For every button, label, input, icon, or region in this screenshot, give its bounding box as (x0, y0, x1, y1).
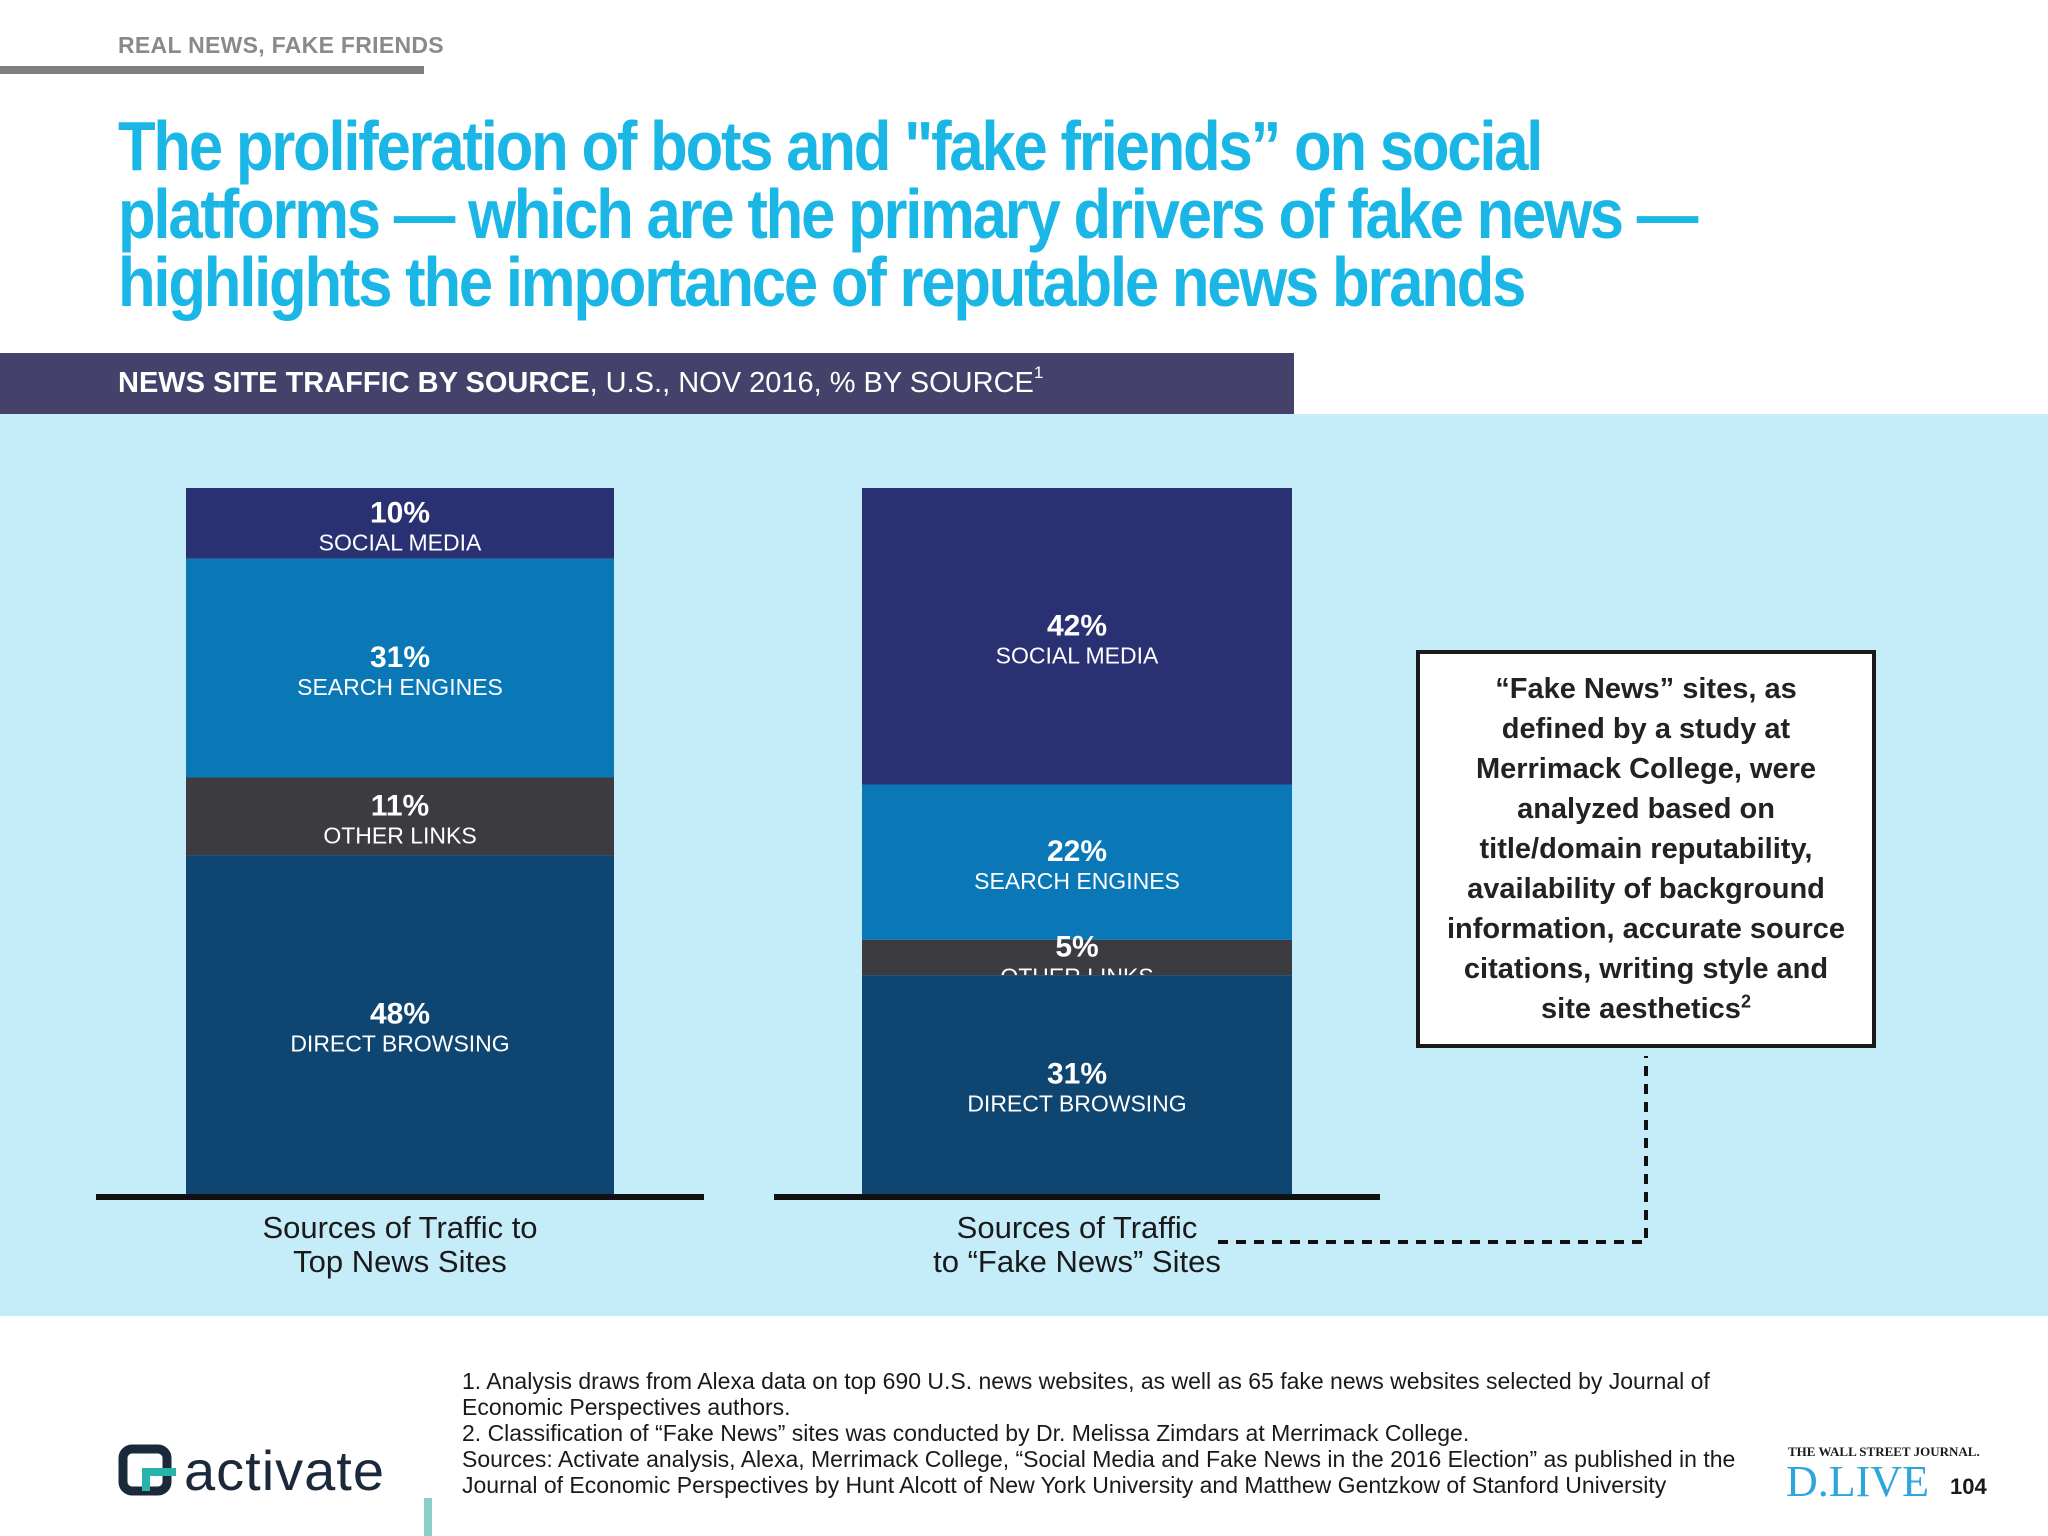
category-label-2-line-2: to “Fake News” Sites (933, 1244, 1221, 1279)
category-label-2-line-1: Sources of Traffic (957, 1210, 1198, 1245)
bar-segment-2-direct-browsing (862, 975, 1292, 1194)
chart-header: NEWS SITE TRAFFIC BY SOURCE, U.S., NOV 2… (0, 353, 1294, 414)
x-axis-baseline-2 (774, 1194, 1380, 1200)
chart-panel: 10% SOCIAL MEDIA 31% SEARCH ENGINES 11% OTHER… (0, 414, 2048, 1316)
data-label-series-1-other-links: OTHER LINKS (323, 822, 476, 848)
x-axis-baseline-1 (96, 1194, 704, 1200)
data-label-series-1-search-engines: SEARCH ENGINES (297, 674, 503, 700)
footnote-1: 1. Analysis draws from Alexa data on top… (462, 1368, 1710, 1420)
logo-divider (424, 1498, 432, 1536)
definition-text: “Fake News” sites, as defined by a study… (1446, 669, 1846, 1029)
bar-segment-1-social-media (186, 488, 614, 559)
category-label-1-line-2: Top News Sites (293, 1244, 507, 1279)
fake-news-definition-box: “Fake News” sites, as defined by a study… (1416, 650, 1876, 1048)
data-label-series-2-social-media: SOCIAL MEDIA (996, 642, 1159, 668)
data-label-value-1-direct-browsing: 48% (370, 998, 430, 1031)
bar-segment-2-other-links (862, 939, 1292, 976)
data-label-value-2-other-links: 5% (1055, 930, 1098, 963)
chart-header-footnote-ref: 1 (1033, 363, 1044, 382)
data-label-value-1-other-links: 11% (371, 789, 429, 822)
data-label-series-2-search-engines: SEARCH ENGINES (974, 868, 1180, 894)
headline: The proliferation of bots and "fake frie… (118, 107, 1698, 321)
sources-note: Sources: Activate analysis, Alexa, Merri… (462, 1446, 1736, 1498)
bar-segment-1-direct-browsing (186, 855, 614, 1194)
bar-segment-2-social-media (862, 488, 1292, 785)
data-label-value-2-search-engines: 22% (1047, 835, 1107, 868)
bar-segment-1-other-links (186, 777, 614, 856)
activate-logo: activate (118, 1438, 385, 1502)
data-label-value-2-social-media: 42% (1047, 609, 1107, 642)
data-label-series-1-social-media: SOCIAL MEDIA (319, 529, 482, 555)
data-label-value-1-social-media: 10% (370, 496, 430, 529)
category-label-1-line-1: Sources of Traffic to (262, 1210, 537, 1245)
definition-body: “Fake News” sites, as defined by a study… (1446, 673, 1846, 1025)
page-number: 104 (1950, 1474, 1987, 1499)
data-label-value-2-direct-browsing: 31% (1047, 1058, 1107, 1091)
data-label-series-1-direct-browsing: DIRECT BROWSING (290, 1031, 509, 1057)
activate-logo-icon (118, 1444, 176, 1496)
section-tag: REAL NEWS, FAKE FRIENDS (118, 32, 444, 58)
wsj-logo-small: THE WALL STREET JOURNAL. (1788, 1444, 1980, 1459)
bar-segment-1-search-engines (186, 558, 614, 778)
footnote-2: 2. Classification of “Fake News” sites w… (462, 1420, 1470, 1446)
footnotes: 1. Analysis draws from Alexa data on top… (462, 1368, 1752, 1498)
bar-segment-2-search-engines (862, 784, 1292, 940)
activate-logo-text: activate (184, 1438, 385, 1502)
chart-header-bold: NEWS SITE TRAFFIC BY SOURCE (118, 367, 590, 399)
wsj-dlive-logo: D.LIVE (1786, 1457, 1929, 1506)
chart-header-rest: , U.S., NOV 2016, % BY SOURCE (589, 367, 1034, 399)
data-label-value-1-search-engines: 31% (370, 641, 430, 674)
section-rule (0, 66, 424, 74)
definition-footnote-ref: 2 (1740, 991, 1751, 1012)
data-label-series-2-direct-browsing: DIRECT BROWSING (967, 1091, 1186, 1117)
